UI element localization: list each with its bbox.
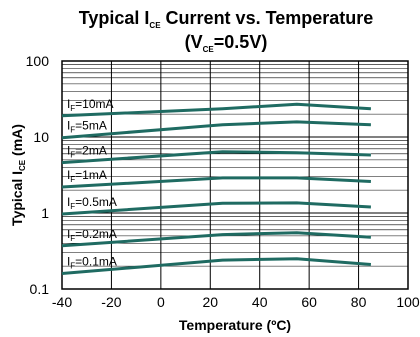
- x-tick-label: -20: [101, 294, 121, 310]
- series-line: [61, 231, 371, 248]
- x-tick-label: -40: [52, 294, 72, 310]
- series-line: [61, 150, 371, 165]
- series-label: IF=10mA: [67, 97, 114, 113]
- x-tick-label: 20: [202, 294, 218, 310]
- x-tick-label: 80: [351, 294, 367, 310]
- y-axis-title: Typical ICE (mA): [9, 124, 27, 226]
- x-tick-label: 100: [396, 294, 420, 310]
- series-label: IF=0.2mA: [67, 227, 117, 243]
- series-line: [61, 102, 371, 118]
- series-line: [61, 257, 372, 275]
- y-tick-label: 1: [41, 205, 49, 221]
- curve-labels: IF=10mA IF=5mA IF=2mA IF=1mA IF=0.5mA IF=0.2m…: [67, 97, 117, 271]
- series-label: IF=5mA: [67, 119, 107, 135]
- series-label: IF=0.1mA: [67, 254, 117, 270]
- x-tick-label: 0: [157, 294, 165, 310]
- series-line: [61, 176, 371, 189]
- series-layer: [61, 102, 372, 275]
- grid: [61, 61, 409, 290]
- series-label: IF=1mA: [67, 168, 107, 184]
- x-tick-label: 40: [252, 294, 268, 310]
- series-line: [61, 201, 371, 216]
- x-tick-label: 60: [301, 294, 317, 310]
- y-tick-label: 0.1: [30, 281, 50, 297]
- x-axis-title: Temperature (ºC): [179, 317, 291, 333]
- y-tick-label: 10: [33, 129, 49, 145]
- chart-title: Typical ICE Current vs. Temperature: [79, 8, 374, 30]
- series-label: IF=0.5mA: [67, 195, 117, 211]
- chart-subtitle: (VCE=0.5V): [185, 32, 268, 54]
- plot-frame: [61, 60, 409, 290]
- series-line: [61, 120, 371, 140]
- y-tick-label: 100: [26, 53, 50, 69]
- tick-labels: -40 -20 0 20 40 60 80 100 100 10 1 0.1: [26, 53, 420, 310]
- series-label: IF=2mA: [67, 144, 107, 160]
